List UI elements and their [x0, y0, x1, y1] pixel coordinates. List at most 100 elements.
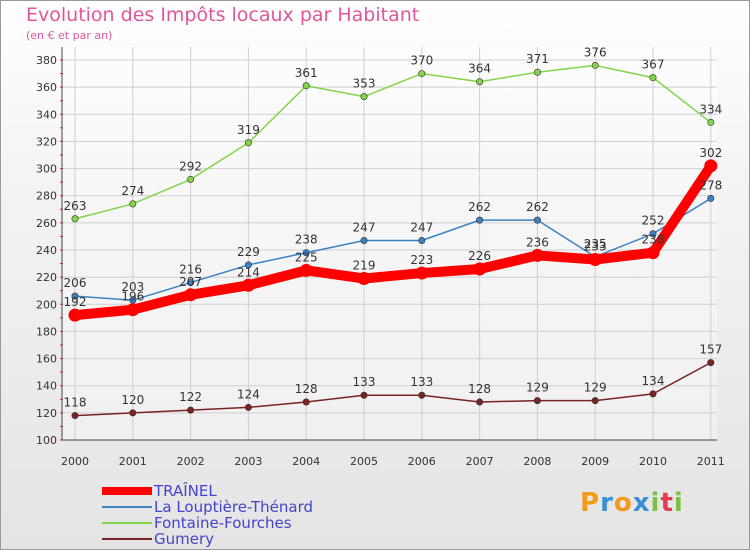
data-point-trainel: [415, 266, 429, 280]
data-label-gumery: 120: [121, 393, 144, 407]
y-tick-label: 100: [36, 434, 57, 447]
data-point-fontaine-fourches: [418, 70, 426, 78]
data-point-trainel: [704, 159, 718, 173]
data-point-la-louptiere-thenard: [533, 216, 541, 224]
data-label-la-louptiere-thenard: 235: [584, 237, 607, 251]
y-tick-label: 320: [36, 135, 57, 148]
data-label-la-louptiere-thenard: 252: [642, 214, 665, 228]
y-tick-label: 200: [36, 298, 57, 311]
chart-subtitle: (en € et par an): [26, 29, 113, 42]
data-point-fontaine-fourches: [187, 175, 195, 183]
data-label-fontaine-fourches: 361: [295, 66, 318, 80]
plot-area: [62, 47, 717, 440]
x-tick-label: 2007: [466, 455, 494, 468]
data-point-la-louptiere-thenard: [302, 249, 310, 257]
data-label-fontaine-fourches: 263: [64, 199, 87, 213]
data-point-fontaine-fourches: [707, 118, 715, 126]
data-label-la-louptiere-thenard: 238: [295, 233, 318, 247]
logo-letter: t: [660, 488, 674, 518]
data-label-la-louptiere-thenard: 262: [526, 200, 549, 214]
data-point-gumery: [533, 397, 541, 405]
data-label-la-louptiere-thenard: 203: [121, 280, 144, 294]
data-point-gumery: [302, 398, 310, 406]
logo-letter: i: [673, 488, 684, 518]
legend-label-fontaine-fourches: Fontaine-Fourches: [154, 514, 292, 532]
data-label-trainel: 236: [526, 235, 549, 249]
data-point-trainel: [588, 253, 602, 266]
data-point-la-louptiere-thenard: [187, 279, 195, 287]
logo-letter: r: [600, 488, 614, 518]
chart-title: Evolution des Impôts locaux par Habitant: [26, 4, 420, 26]
data-label-la-louptiere-thenard: 229: [237, 245, 260, 259]
legend-swatch-fontaine-fourches: [102, 522, 152, 524]
data-point-gumery: [244, 403, 252, 411]
data-label-fontaine-fourches: 319: [237, 123, 260, 137]
data-point-fontaine-fourches: [71, 215, 79, 223]
x-tick-label: 2005: [350, 455, 378, 468]
data-label-fontaine-fourches: 367: [642, 58, 665, 72]
y-tick-label: 380: [36, 54, 57, 67]
data-point-la-louptiere-thenard: [476, 216, 484, 224]
y-tick-label: 280: [36, 190, 57, 203]
y-tick-label: 160: [36, 353, 57, 366]
y-tick-label: 260: [36, 217, 57, 230]
data-point-la-louptiere-thenard: [360, 237, 368, 245]
data-point-fontaine-fourches: [129, 200, 137, 208]
y-tick-label: 180: [36, 325, 57, 338]
data-point-trainel: [646, 246, 660, 260]
data-label-trainel: 214: [237, 265, 260, 279]
y-tick-label: 140: [36, 380, 57, 393]
x-tick-label: 2001: [119, 455, 147, 468]
legend-swatch-trainel: [102, 487, 152, 495]
series-line-trainel: [70, 160, 716, 321]
data-label-fontaine-fourches: 353: [353, 77, 376, 91]
data-point-gumery: [591, 397, 599, 405]
logo-letter: i: [650, 488, 661, 518]
data-label-gumery: 129: [526, 381, 549, 395]
y-tick-label: 240: [36, 244, 57, 257]
data-label-gumery: 128: [295, 382, 318, 396]
x-tick-label: 2002: [177, 455, 205, 468]
data-label-trainel: 302: [699, 146, 722, 160]
data-point-trainel: [68, 308, 82, 322]
data-label-fontaine-fourches: 376: [584, 45, 607, 59]
data-point-gumery: [707, 359, 715, 367]
data-label-trainel: 196: [121, 290, 144, 304]
data-label-trainel: 233: [584, 240, 607, 254]
logo-letter: P: [580, 488, 601, 518]
y-tick-label: 300: [36, 163, 57, 176]
data-point-trainel: [299, 263, 313, 277]
data-label-fontaine-fourches: 292: [179, 159, 202, 173]
data-label-gumery: 122: [179, 390, 202, 404]
logo-letter: x: [632, 488, 651, 518]
data-label-trainel: 207: [179, 275, 202, 289]
data-label-fontaine-fourches: 370: [410, 54, 433, 68]
data-point-trainel: [357, 272, 371, 285]
data-label-gumery: 124: [237, 387, 260, 401]
data-label-fontaine-fourches: 274: [121, 184, 144, 198]
data-point-la-louptiere-thenard: [244, 261, 252, 269]
data-point-fontaine-fourches: [360, 93, 368, 101]
data-point-trainel: [530, 248, 544, 262]
legend-label-la-louptiere-thenard: La Louptière-Thénard: [154, 498, 314, 516]
data-label-fontaine-fourches: 371: [526, 52, 549, 66]
data-label-trainel: 225: [295, 250, 318, 264]
data-label-gumery: 133: [410, 375, 433, 389]
x-tick-label: 2003: [234, 455, 262, 468]
data-label-la-louptiere-thenard: 262: [468, 200, 491, 214]
series-line-gumery: [74, 361, 712, 417]
data-point-la-louptiere-thenard: [418, 237, 426, 245]
x-tick-label: 2000: [61, 455, 89, 468]
data-point-la-louptiere-thenard: [649, 230, 657, 238]
data-label-gumery: 134: [642, 374, 665, 388]
data-label-gumery: 128: [468, 382, 491, 396]
x-tick-label: 2010: [639, 455, 667, 468]
y-tick-label: 340: [36, 108, 57, 121]
x-tick-label: 2006: [408, 455, 436, 468]
data-point-trainel: [241, 278, 255, 292]
legend-swatch-gumery: [102, 538, 152, 540]
data-point-fontaine-fourches: [649, 74, 657, 82]
data-point-gumery: [187, 406, 195, 414]
data-point-fontaine-fourches: [244, 139, 252, 147]
